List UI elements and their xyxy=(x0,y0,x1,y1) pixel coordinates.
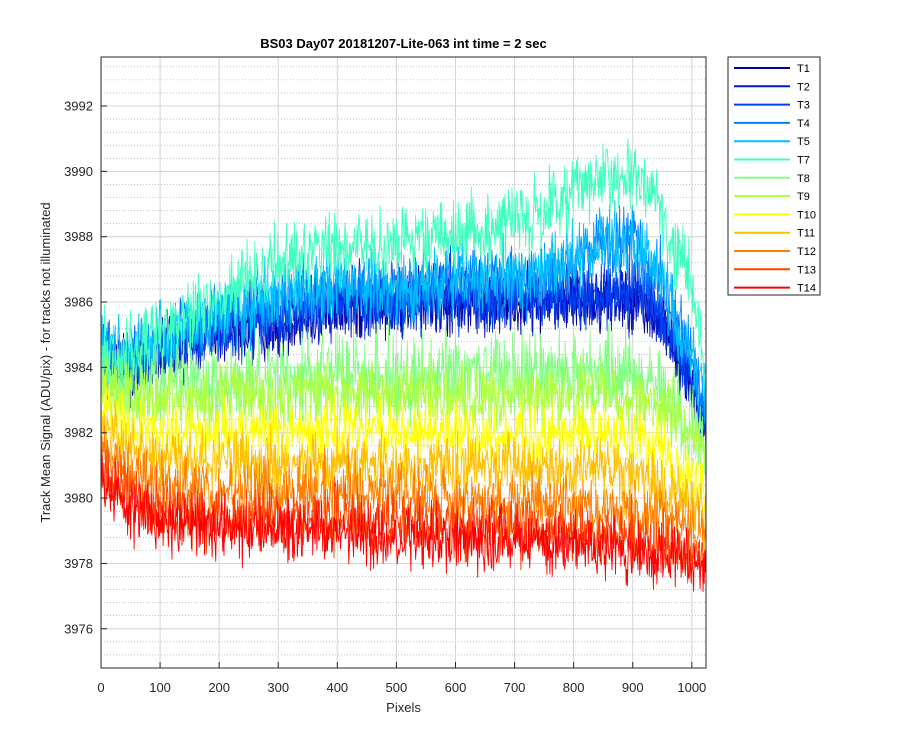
legend-box xyxy=(727,56,821,296)
series-line-t5 xyxy=(101,199,706,424)
legend-label-t2: T2 xyxy=(797,81,810,93)
series-layer xyxy=(101,138,706,592)
series-line-t7 xyxy=(101,138,706,396)
x-tick-label: 0 xyxy=(97,680,104,695)
legend-label-t8: T8 xyxy=(797,173,810,185)
y-tick-label: 3982 xyxy=(64,425,93,440)
y-tick-label: 3980 xyxy=(64,491,93,506)
x-tick-label: 800 xyxy=(563,680,585,695)
y-tick-label: 3984 xyxy=(64,360,93,375)
legend-label-t11: T11 xyxy=(797,228,815,240)
y-axis-label: Track Mean Signal (ADU/pix) - for tracks… xyxy=(38,202,53,522)
legend-label-t4: T4 xyxy=(797,118,810,130)
legend-label-t3: T3 xyxy=(797,100,810,112)
legend-label-t9: T9 xyxy=(797,191,810,203)
x-tick-label: 300 xyxy=(267,680,289,695)
y-axis-ticks: 3976 3978 3980 3982 3984 3986 3988 3990 3992 xyxy=(64,99,107,636)
x-tick-label: 900 xyxy=(622,680,644,695)
legend-label-t13: T13 xyxy=(797,264,816,276)
x-tick-label: 600 xyxy=(445,680,467,695)
y-tick-label: 3992 xyxy=(64,99,93,114)
legend-label-t1: T1 xyxy=(797,63,810,75)
x-tick-label: 1000 xyxy=(677,680,706,695)
x-tick-label: 100 xyxy=(149,680,171,695)
legend-label-t14: T14 xyxy=(797,283,816,295)
legend-label-t5: T5 xyxy=(797,136,810,148)
legend-label-t10: T10 xyxy=(797,209,816,221)
x-tick-label: 400 xyxy=(326,680,348,695)
series-line-t9 xyxy=(101,352,706,484)
x-axis-ticks: 0 100 200 300 400 500 600 700 800 900 1000 xyxy=(97,662,706,695)
x-tick-label: 200 xyxy=(208,680,230,695)
y-tick-label: 3976 xyxy=(64,621,93,636)
legend-label-t12: T12 xyxy=(797,246,816,258)
x-axis-label: Pixels xyxy=(386,700,421,715)
legend: T1 T2 T3 T4 T5 T7 T8 T9 T10 T11 T12 T13 T14 xyxy=(727,56,821,296)
legend-label-t7: T7 xyxy=(797,155,810,167)
y-tick-label: 3986 xyxy=(64,295,93,310)
y-tick-label: 3978 xyxy=(64,556,93,571)
series-line-t14 xyxy=(101,455,706,592)
series-line-t11 xyxy=(101,399,706,555)
y-tick-label: 3990 xyxy=(64,164,93,179)
x-tick-label: 500 xyxy=(386,680,408,695)
chart-title: BS03 Day07 20181207-Lite-063 int time = … xyxy=(260,36,547,51)
y-tick-label: 3988 xyxy=(64,229,93,244)
x-tick-label: 700 xyxy=(504,680,526,695)
axes-box xyxy=(100,56,707,669)
